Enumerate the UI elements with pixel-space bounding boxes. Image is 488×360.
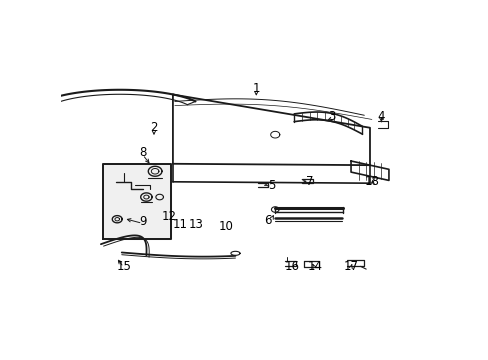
Text: 14: 14 (307, 260, 322, 273)
Text: 9: 9 (139, 216, 146, 229)
Text: 12: 12 (162, 210, 176, 223)
Text: 17: 17 (343, 260, 358, 273)
Text: 15: 15 (116, 260, 131, 273)
Text: 2: 2 (150, 121, 158, 134)
Text: 10: 10 (218, 220, 233, 233)
Text: 5: 5 (267, 179, 275, 193)
Text: 6: 6 (264, 214, 271, 227)
Text: 16: 16 (284, 260, 299, 273)
Text: 7: 7 (305, 175, 312, 188)
Polygon shape (102, 164, 171, 239)
Text: 13: 13 (188, 218, 203, 231)
Text: 8: 8 (139, 146, 146, 159)
Text: 3: 3 (328, 110, 335, 123)
Text: 4: 4 (377, 110, 385, 123)
Text: 11: 11 (173, 218, 187, 231)
Text: 18: 18 (364, 175, 379, 188)
Text: 1: 1 (252, 82, 260, 95)
